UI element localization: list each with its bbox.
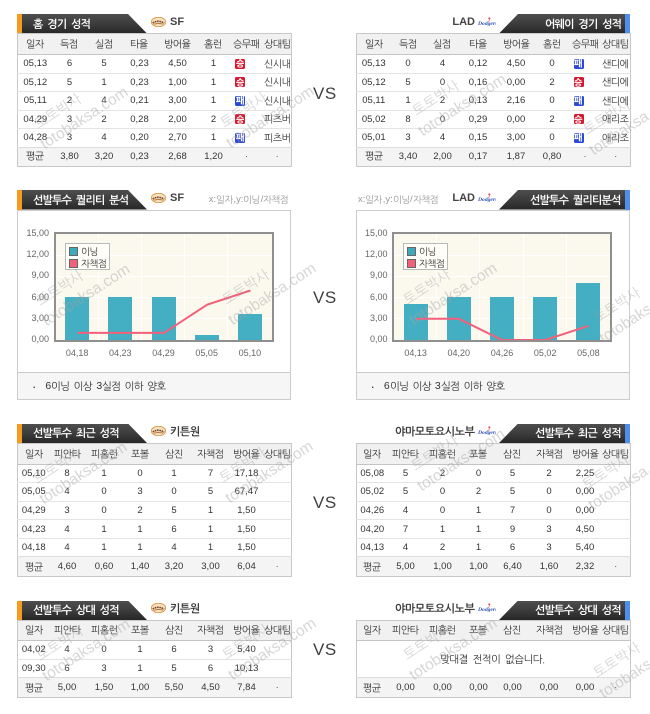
svg-text:Dodgers: Dodgers <box>478 197 496 203</box>
svg-text:Dodgers: Dodgers <box>478 607 496 613</box>
svg-text:Dodgers: Dodgers <box>478 21 496 27</box>
svg-text:Dodgers: Dodgers <box>478 430 496 436</box>
